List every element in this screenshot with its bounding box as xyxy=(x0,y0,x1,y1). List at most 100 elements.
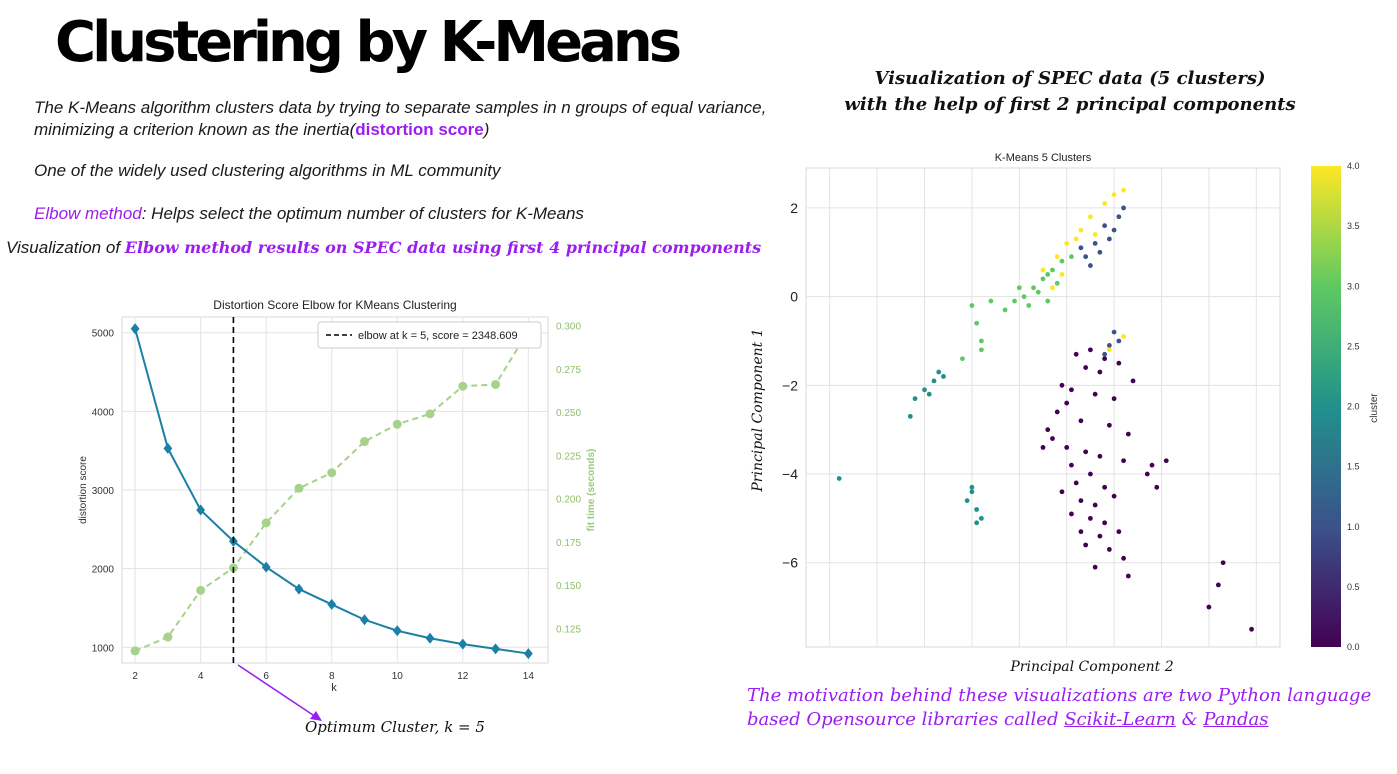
cluster-1-point xyxy=(1121,205,1126,211)
y2-tick-label: 0.175 xyxy=(556,538,581,549)
cluster-0-point xyxy=(1121,555,1126,561)
fit-time-point xyxy=(163,632,173,642)
x-tick-label: 8 xyxy=(329,671,335,682)
fit-time-point xyxy=(327,468,337,478)
cluster-2-point xyxy=(907,413,913,419)
colorbar-tick-label: 3.5 xyxy=(1347,221,1360,231)
cluster-3-point xyxy=(969,303,975,308)
y2-tick-label: 0.275 xyxy=(556,365,581,376)
cluster-3-point xyxy=(1021,294,1027,300)
cluster-4-point xyxy=(1059,272,1065,277)
slide-title: Clustering by K-Means xyxy=(55,10,682,75)
viz-right-heading: Visualization of SPEC data (5 clusters) … xyxy=(800,66,1340,118)
cluster-0-point xyxy=(1083,542,1089,548)
scatter-chart: K-Means 5 Clusters Principal Component 2… xyxy=(750,152,1380,675)
legend-box xyxy=(317,321,542,349)
fit-time-point xyxy=(359,437,369,447)
y-tick-label: −2 xyxy=(782,377,798,393)
cluster-4-point xyxy=(1050,285,1055,291)
cluster-1-point xyxy=(1102,223,1108,229)
cluster-0-point xyxy=(1125,573,1131,579)
cluster-0-point xyxy=(1073,351,1079,357)
cluster-3-point xyxy=(1012,298,1017,304)
fit-time-point xyxy=(491,379,501,389)
cluster-0-point xyxy=(1102,356,1108,362)
cluster-0-point xyxy=(1130,378,1136,384)
distortion-point xyxy=(360,614,369,626)
colorbar-tick-label: 0.0 xyxy=(1347,642,1360,652)
elbow-chart: Distortion Score Elbow for KMeans Cluste… xyxy=(78,298,597,694)
scatter-xlabel: Principal Component 2 xyxy=(1009,659,1173,675)
cluster-3-point xyxy=(960,356,965,362)
cluster-4-point xyxy=(1106,347,1112,353)
colorbar-tick-label: 1.0 xyxy=(1347,522,1360,532)
cluster-1-point xyxy=(1111,227,1117,233)
viz-right-line1: Visualization of SPEC data (5 clusters) xyxy=(874,68,1266,89)
cluster-0-point xyxy=(1111,396,1117,402)
colorbar-tick-label: 2.5 xyxy=(1347,341,1360,351)
cluster-0-point xyxy=(1102,484,1108,490)
cluster-2-point xyxy=(974,507,980,512)
cluster-3-point xyxy=(978,338,984,344)
elbow-legend: elbow at k = 5, score = 2348.609 xyxy=(317,321,542,349)
cluster-4-point xyxy=(1088,214,1093,220)
cluster-0-point xyxy=(1078,418,1084,424)
cluster-1-point xyxy=(1106,343,1112,348)
cluster-0-point xyxy=(1206,604,1212,610)
cluster-1-point xyxy=(1083,254,1089,260)
elbow-chart-title: Distortion Score Elbow for KMeans Cluste… xyxy=(213,298,456,312)
cluster-0-point xyxy=(1088,515,1093,521)
cluster-1-point xyxy=(1078,245,1084,251)
elbow-xlabel: k xyxy=(331,682,337,694)
cluster-4-point xyxy=(1121,187,1126,193)
cluster-4-point xyxy=(1064,240,1070,246)
cluster-2-point xyxy=(926,391,932,397)
cluster-2-point xyxy=(941,374,946,379)
scatter-plot-frame xyxy=(805,167,1281,648)
distortion-point xyxy=(130,323,140,335)
cluster-0-point xyxy=(1078,529,1084,535)
cluster-4-point xyxy=(1102,201,1108,206)
cluster-0-point xyxy=(1059,382,1065,388)
motivation-body: The motivation behind these visualizatio… xyxy=(747,685,1372,730)
y-tick-label: 2000 xyxy=(92,565,115,576)
colorbar-tick-label: 0.5 xyxy=(1347,582,1360,592)
cluster-0-point xyxy=(1111,493,1117,499)
cluster-0-point xyxy=(1069,462,1074,468)
legend-text: elbow at k = 5, score = 2348.609 xyxy=(358,330,518,342)
intro-paragraph: The K-Means algorithm clusters data by t… xyxy=(34,97,774,141)
distortion-score-highlight: distortion score xyxy=(355,120,484,139)
y-tick-label: 3000 xyxy=(92,486,115,497)
optimum-label: Optimum Cluster, k = 5 xyxy=(305,718,485,736)
intro-text: The K-Means algorithm clusters data by t… xyxy=(34,98,767,139)
scikit-learn-link[interactable]: Scikit-Learn xyxy=(1064,709,1176,730)
scatter-ylabel: Principal Component 1 xyxy=(750,328,766,492)
cluster-1-point xyxy=(1092,240,1098,246)
ampersand: & xyxy=(1175,709,1204,730)
cluster-3-point xyxy=(1045,272,1051,277)
y2-tick-label: 0.125 xyxy=(556,624,581,635)
cluster-0-point xyxy=(1149,462,1155,468)
fit-time-point xyxy=(196,585,206,595)
cluster-1-point xyxy=(1111,329,1117,335)
cluster-0-point xyxy=(1102,520,1108,526)
cluster-0-point xyxy=(1116,360,1122,366)
x-tick-label: 12 xyxy=(457,671,469,682)
cluster-0-point xyxy=(1092,391,1098,397)
intro-end: ) xyxy=(483,120,490,139)
viz-left-heading: Visualization of Elbow method results on… xyxy=(6,237,761,259)
distortion-point xyxy=(294,583,304,595)
cluster-0-point xyxy=(1054,409,1060,415)
cluster-2-point xyxy=(969,484,975,490)
y-tick-label: 5000 xyxy=(92,329,115,340)
cluster-3-point xyxy=(1002,307,1008,313)
cluster-3-point xyxy=(974,320,980,326)
optimum-arrow xyxy=(237,664,322,721)
cluster-4-point xyxy=(1092,232,1098,237)
colorbar xyxy=(1311,166,1341,647)
pandas-link[interactable]: Pandas xyxy=(1203,709,1269,730)
cluster-0-point xyxy=(1097,533,1103,539)
cluster-0-point xyxy=(1083,449,1089,455)
cluster-0-point xyxy=(1116,529,1122,535)
cluster-0-point xyxy=(1040,445,1046,450)
